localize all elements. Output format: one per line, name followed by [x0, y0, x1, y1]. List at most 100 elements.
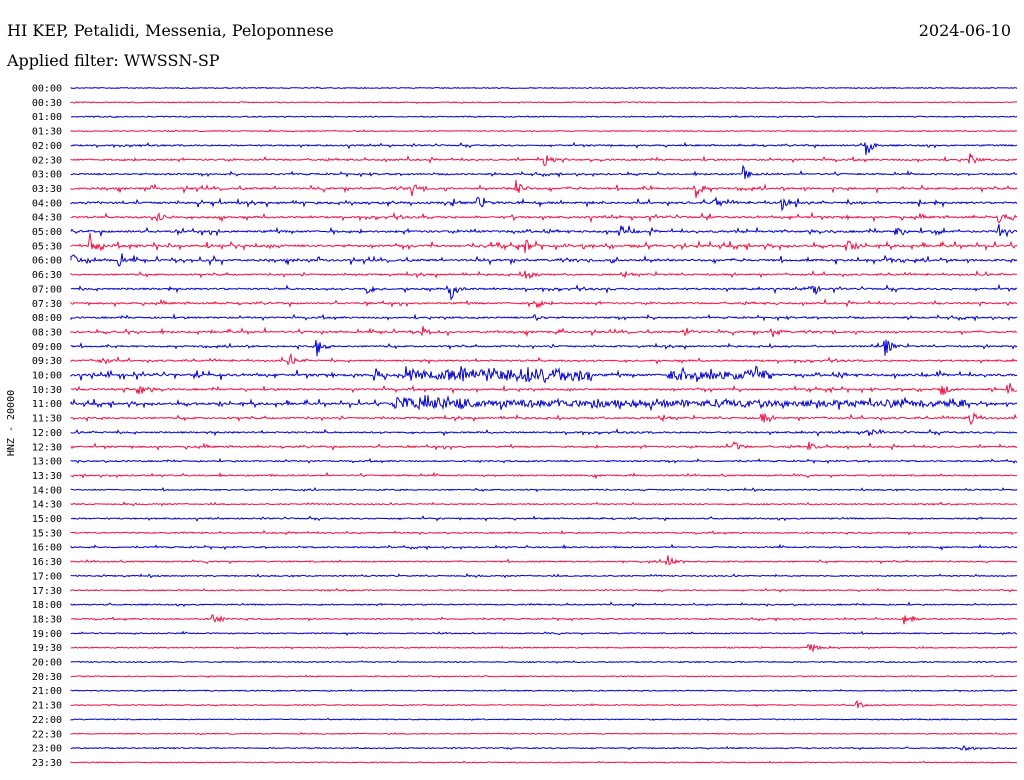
- trace-line: [70, 253, 1018, 267]
- y-axis-label: HNZ - 20000: [6, 390, 17, 456]
- time-label: 23:00: [32, 744, 62, 755]
- trace-line: [70, 515, 1018, 522]
- trace-line: [70, 283, 1018, 301]
- trace-line: [70, 587, 1018, 593]
- trace-line: [70, 313, 1018, 322]
- trace-line: [70, 471, 1018, 480]
- trace-line: [70, 365, 1018, 384]
- trace-line: [70, 529, 1018, 536]
- time-label: 17:30: [32, 586, 62, 597]
- trace-line: [70, 745, 1017, 752]
- trace-line: [70, 411, 1018, 426]
- trace-line: [70, 196, 1018, 212]
- time-label: 20:00: [32, 658, 62, 669]
- trace-line: [70, 644, 1018, 653]
- trace-line: [70, 269, 1018, 280]
- time-label: 13:00: [32, 457, 62, 468]
- trace-line: [70, 601, 1017, 608]
- time-label: 09:30: [32, 356, 62, 367]
- time-label: 07:30: [32, 299, 62, 310]
- filter-label: Applied filter: WWSSN-SP: [7, 51, 220, 70]
- time-label: 21:30: [32, 701, 62, 712]
- time-label: 23:30: [32, 758, 62, 769]
- time-label: 19:30: [32, 643, 62, 654]
- trace-line: [70, 383, 1018, 396]
- time-label: 15:00: [32, 514, 62, 525]
- station-title: HI KEP, Petalidi, Messenia, Peloponnese: [7, 21, 334, 40]
- trace-line: [70, 501, 1018, 507]
- trace-line: [70, 614, 1018, 625]
- time-label: 14:00: [32, 485, 62, 496]
- time-label: 08:00: [32, 313, 62, 324]
- date-label: 2024-06-10: [918, 21, 1011, 40]
- trace-line: [70, 440, 1017, 451]
- trace-line: [70, 572, 1018, 579]
- trace-line: [70, 101, 1017, 104]
- time-label: 03:00: [32, 170, 62, 181]
- trace-line: [70, 325, 1018, 338]
- trace-line: [70, 298, 1017, 309]
- time-label: 08:30: [32, 327, 62, 338]
- trace-line: [70, 699, 1018, 709]
- time-label: 19:00: [32, 629, 62, 640]
- time-label: 05:00: [32, 227, 62, 238]
- time-label: 03:30: [32, 184, 62, 195]
- time-label: 12:30: [32, 442, 62, 453]
- time-label: 22:30: [32, 729, 62, 740]
- time-label: 04:00: [32, 198, 62, 209]
- time-tick-labels: 00:00 00:30 01:00 01:30 02:00 02:30 03:00 03:30…: [32, 84, 62, 769]
- time-label: 02:00: [32, 141, 62, 152]
- trace-line: [70, 543, 1018, 551]
- time-label: 18:00: [32, 600, 62, 611]
- time-label: 14:30: [32, 500, 62, 511]
- time-label: 18:30: [32, 614, 62, 625]
- time-label: 06:30: [32, 270, 62, 281]
- trace-line: [70, 688, 1018, 693]
- time-label: 11:30: [32, 414, 62, 425]
- time-label: 22:00: [32, 715, 62, 726]
- trace-line: [70, 129, 1017, 133]
- trace-line: [70, 114, 1018, 119]
- time-label: 04:30: [32, 213, 62, 224]
- time-label: 05:30: [32, 241, 62, 252]
- time-label: 09:00: [32, 342, 62, 353]
- trace-line: [70, 487, 1018, 493]
- trace-line: [70, 428, 1018, 438]
- trace-line: [70, 164, 1018, 180]
- time-label: 06:00: [32, 256, 62, 267]
- trace-line: [70, 717, 1018, 722]
- time-label: 07:00: [32, 284, 62, 295]
- time-label: 21:00: [32, 686, 62, 697]
- trace-line: [70, 179, 1018, 199]
- trace-line: [70, 457, 1018, 464]
- trace-line: [70, 232, 1018, 254]
- trace-line: [70, 555, 1018, 566]
- time-label: 02:30: [32, 155, 62, 166]
- time-label: 01:30: [32, 127, 62, 138]
- time-label: 00:00: [32, 84, 62, 95]
- trace-line: [70, 760, 1018, 765]
- trace-line: [70, 352, 1018, 366]
- time-label: 01:00: [32, 112, 62, 123]
- trace-line: [70, 86, 1018, 90]
- time-label: 10:00: [32, 371, 62, 382]
- time-label: 12:00: [32, 428, 62, 439]
- time-label: 00:30: [32, 98, 62, 109]
- trace-line: [70, 141, 1018, 156]
- trace-line: [70, 211, 1018, 224]
- time-label: 17:00: [32, 571, 62, 582]
- time-label: 13:30: [32, 471, 62, 482]
- time-label: 16:00: [32, 543, 62, 554]
- trace-line: [70, 153, 1017, 166]
- time-label: 16:30: [32, 557, 62, 568]
- trace-line: [70, 731, 1018, 736]
- time-label: 10:30: [32, 385, 62, 396]
- trace-line: [70, 339, 1018, 357]
- trace-line: [70, 674, 1017, 679]
- trace-line: [70, 660, 1017, 664]
- trace-line: [70, 630, 1018, 637]
- time-label: 11:00: [32, 399, 62, 410]
- trace-group: [70, 86, 1018, 765]
- trace-line: [70, 224, 1018, 238]
